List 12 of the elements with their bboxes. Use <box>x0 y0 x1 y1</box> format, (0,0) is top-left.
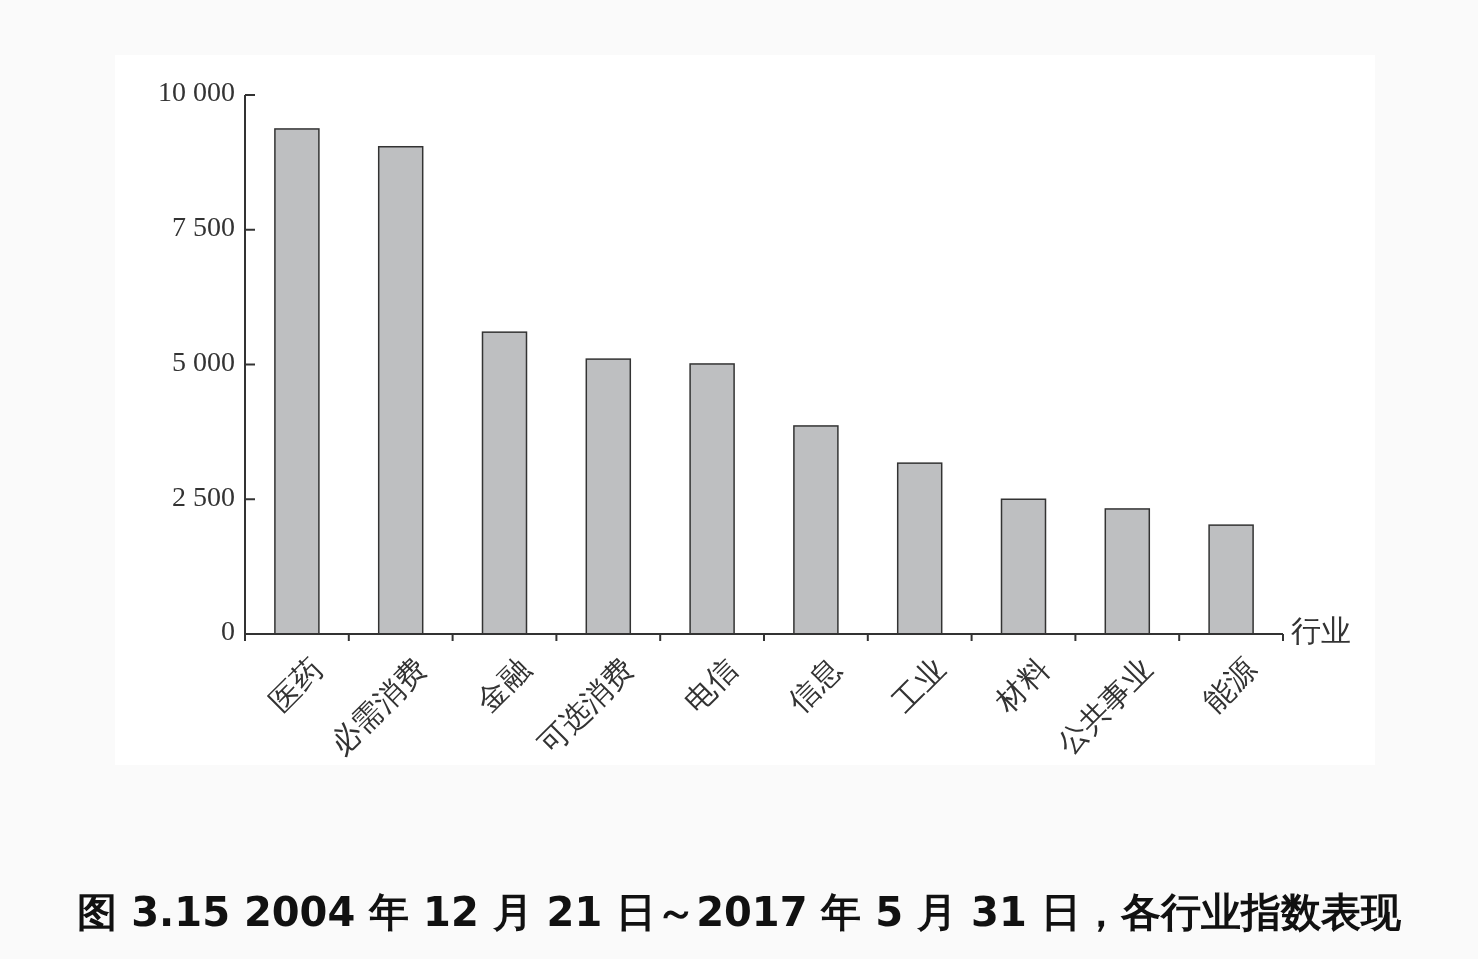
text: 图 3.15 2004 年 12 月 21 日～2017 年 5 月 31 日，各行业指数表现 <box>77 889 1402 935</box>
y-tick-label: 0 <box>221 615 235 647</box>
x-tick-label: 能源 <box>1196 652 1263 718</box>
y-tick-label: 10 000 <box>158 76 235 108</box>
y-tick-label: 2 500 <box>172 480 235 512</box>
y-tick-label: 7 500 <box>172 211 235 243</box>
x-tick-label: 电信 <box>677 652 744 718</box>
y-tick-label: 5 000 <box>172 345 235 377</box>
x-tick-label: 工业 <box>885 652 952 718</box>
x-tick-label: 信息 <box>781 652 848 718</box>
x-tick-label: 金融 <box>470 652 537 718</box>
x-axis-title: 行业 <box>1291 613 1351 647</box>
